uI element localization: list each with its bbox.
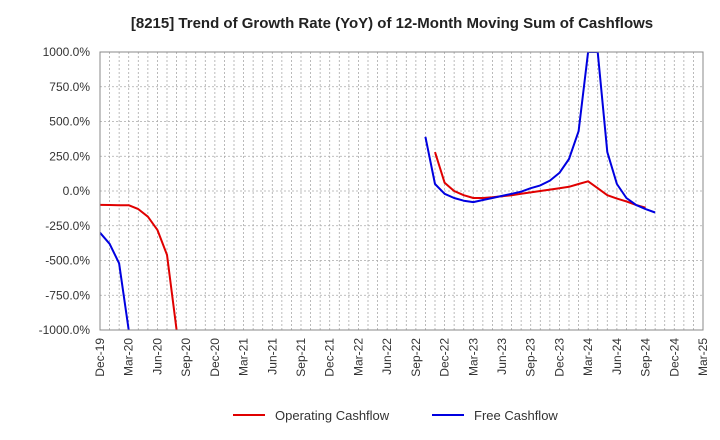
x-tick-label: Sep-22	[409, 338, 423, 377]
x-tick-label: Mar-20	[122, 338, 136, 376]
grid	[100, 51, 703, 331]
x-tick-label: Sep-20	[179, 338, 193, 377]
y-tick-label: 250.0%	[49, 149, 90, 163]
series-line-free-cashflow	[100, 52, 656, 330]
x-tick-label: Dec-24	[667, 338, 681, 377]
x-tick-label: Sep-23	[524, 338, 538, 377]
legend: Operating Cashflow Free Cashflow	[233, 408, 558, 423]
x-tick-label: Dec-21	[323, 338, 337, 377]
x-tick-label: Mar-24	[581, 338, 595, 376]
x-tick-label: Jun-24	[610, 338, 624, 375]
y-axis: 1000.0% 750.0% 500.0% 250.0% 0.0% -250.0% -500…	[39, 45, 91, 337]
x-tick-label: Dec-23	[552, 338, 566, 377]
x-tick-label: Mar-25	[696, 338, 710, 376]
y-tick-label: -1000.0%	[39, 323, 91, 337]
series-line-operating-cashflow	[100, 151, 646, 330]
x-tick-label: Jun-22	[380, 338, 394, 375]
x-tick-label: Sep-24	[639, 338, 653, 377]
y-tick-label: -750.0%	[45, 288, 90, 302]
x-tick-label: Mar-22	[351, 338, 365, 376]
x-tick-label: Dec-20	[208, 338, 222, 377]
chart-title: [8215] Trend of Growth Rate (YoY) of 12-…	[131, 15, 653, 32]
y-tick-label: -250.0%	[45, 219, 90, 233]
plot-frame	[99, 51, 704, 331]
legend-label: Operating Cashflow	[275, 408, 390, 423]
x-tick-label: Mar-21	[237, 338, 251, 376]
y-tick-label: 750.0%	[49, 80, 90, 94]
y-tick-label: -500.0%	[45, 254, 90, 268]
legend-label: Free Cashflow	[474, 408, 558, 423]
y-tick-label: 500.0%	[49, 115, 90, 129]
x-tick-label: Jun-21	[265, 338, 279, 375]
y-tick-label: 0.0%	[63, 184, 91, 198]
series-layer	[100, 52, 656, 330]
x-tick-label: Mar-23	[466, 338, 480, 376]
x-tick-label: Jun-20	[150, 338, 164, 375]
x-tick-label: Sep-21	[294, 338, 308, 377]
y-tick-label: 1000.0%	[43, 45, 91, 59]
x-tick-label: Dec-22	[438, 338, 452, 377]
x-tick-label: Jun-23	[495, 338, 509, 375]
x-tick-label: Dec-19	[93, 338, 107, 377]
x-axis: Dec-19 Mar-20 Jun-20 Sep-20 Dec-20 Mar-21 Jun-…	[93, 338, 710, 377]
